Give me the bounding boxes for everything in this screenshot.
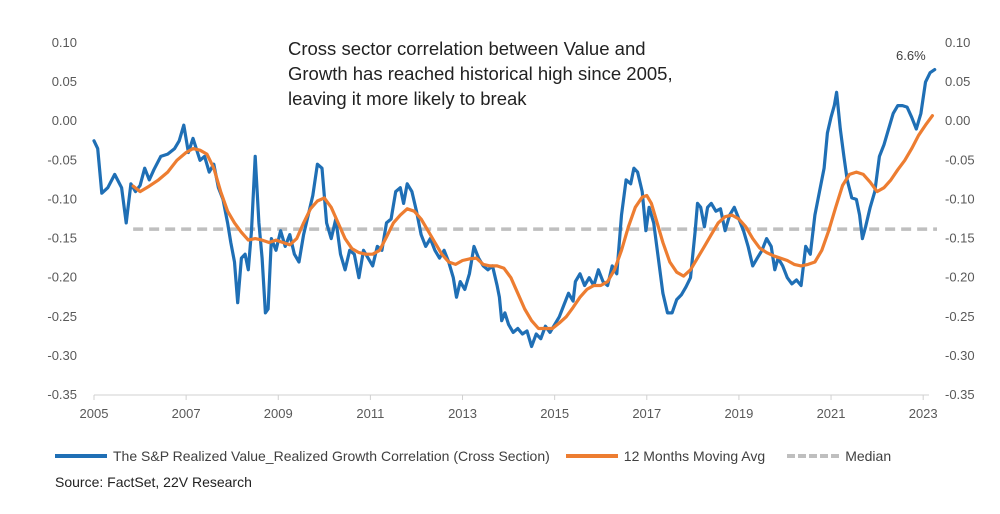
legend-item-median: Median	[787, 448, 891, 464]
legend-swatch-orange	[565, 454, 618, 458]
series-line-moving-avg	[131, 114, 934, 331]
y-tick-label-right: -0.10	[945, 191, 975, 206]
x-tick-label: 2009	[264, 406, 293, 421]
y-axis-right: 0.10 0.05 0.00 -0.05 -0.10 -0.15 -0.20 -0.25 -0.…	[945, 35, 975, 402]
legend-swatch-dashed	[787, 454, 840, 458]
annotation-text: Cross sector correlation between Value a…	[288, 36, 728, 111]
x-tick-label: 2013	[448, 406, 477, 421]
x-tick-label: 2011	[356, 406, 384, 421]
x-axis: 2005 2007 2009 2011 2013 2015 2017 2019 2021 2023	[80, 395, 938, 421]
series-line-correlation	[92, 68, 937, 349]
annotation-line: Cross sector correlation between Value a…	[288, 38, 646, 59]
y-tick-label-left: -0.15	[47, 231, 77, 246]
annotation-line: Growth has reached historical high since…	[288, 63, 673, 84]
y-tick-label-left: -0.20	[47, 270, 77, 285]
legend: The S&P Realized Value_Realized Growth C…	[55, 445, 891, 467]
y-tick-label-left: 0.00	[52, 113, 77, 128]
annotation-line: leaving it more likely to break	[288, 88, 527, 109]
x-tick-label: 2005	[80, 406, 109, 421]
y-tick-label-right: 0.00	[945, 113, 970, 128]
latest-value-callout: 6.6%	[896, 48, 926, 63]
y-tick-label-right: -0.25	[945, 309, 975, 324]
y-tick-label-right: -0.35	[945, 387, 975, 402]
y-tick-label-right: 0.10	[945, 35, 970, 50]
y-tick-label-left: -0.35	[47, 387, 77, 402]
source-note: Source: FactSet, 22V Research	[55, 474, 252, 490]
y-tick-label-right: -0.15	[945, 231, 975, 246]
x-tick-label: 2015	[540, 406, 569, 421]
y-tick-label-left: -0.05	[47, 152, 77, 167]
x-tick-label: 2021	[817, 406, 846, 421]
x-tick-label: 2019	[724, 406, 753, 421]
y-tick-label-left: -0.30	[47, 348, 77, 363]
y-axis-left: 0.10 0.05 0.00 -0.05 -0.10 -0.15 -0.20 -0.25 -0.…	[47, 35, 77, 402]
series-group	[92, 68, 937, 349]
y-tick-label-right: -0.20	[945, 270, 975, 285]
x-tick-label: 2017	[632, 406, 661, 421]
y-tick-label-left: 0.05	[52, 74, 77, 89]
legend-label: The S&P Realized Value_Realized Growth C…	[113, 448, 550, 464]
x-tick-label: 2023	[909, 406, 938, 421]
y-tick-label-left: -0.10	[47, 191, 77, 206]
y-tick-label-right: -0.30	[945, 348, 975, 363]
y-tick-label-left: -0.25	[47, 309, 77, 324]
y-tick-label-left: 0.10	[52, 35, 77, 50]
legend-label: 12 Months Moving Avg	[623, 448, 766, 464]
x-tick-label: 2007	[172, 406, 201, 421]
legend-item-correlation: The S&P Realized Value_Realized Growth C…	[55, 448, 550, 464]
legend-swatch-blue	[55, 454, 107, 458]
legend-item-moving-avg: 12 Months Moving Avg	[565, 448, 766, 464]
legend-label: Median	[845, 448, 892, 464]
y-tick-label-right: -0.05	[945, 152, 975, 167]
y-tick-label-right: 0.05	[945, 74, 970, 89]
